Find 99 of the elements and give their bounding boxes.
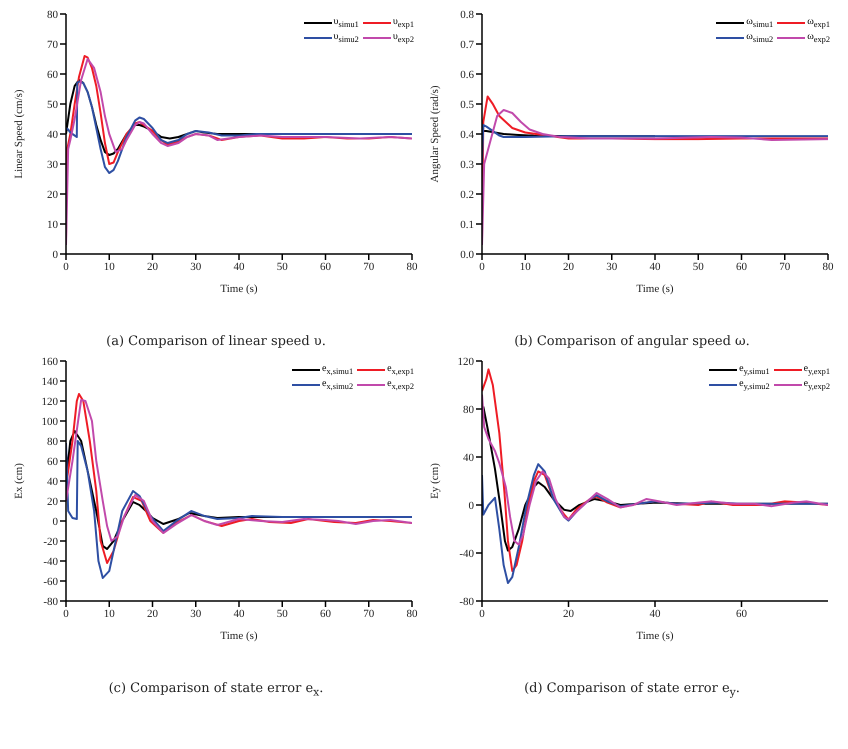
x-axis-title: Time (s) xyxy=(636,283,674,295)
x-tick-label: 60 xyxy=(320,608,332,620)
x-tick-label: 80 xyxy=(822,260,834,273)
legend-label: ω$_{exp1}$ xyxy=(807,16,830,29)
x-tick-label: 60 xyxy=(320,260,332,273)
y-tick-label: 140 xyxy=(42,376,58,388)
y-tick-label: 10 xyxy=(47,218,58,231)
line-series xyxy=(66,440,412,579)
y-tick-label: 0.2 xyxy=(460,188,474,201)
x-tick-label: 70 xyxy=(779,260,791,273)
x-tick-label: 0 xyxy=(63,260,70,273)
y-tick-label: 80 xyxy=(47,8,58,21)
y-tick-label: 60 xyxy=(47,68,58,81)
x-axis-title: Time (s) xyxy=(220,630,258,642)
y-tick-label: 120 xyxy=(458,356,474,368)
legend-label: ω$_{exp2}$ xyxy=(807,31,830,44)
y-tick-label: 40 xyxy=(47,128,58,141)
legend-label: υ$_{simu2}$ xyxy=(334,31,359,44)
y-tick-label: 0.5 xyxy=(460,98,474,111)
y-tick-label: 0.1 xyxy=(460,218,474,231)
legend-label: ω$_{simu2}$ xyxy=(746,31,774,44)
y-tick-label: 20 xyxy=(47,188,58,201)
y-tick-label: 80 xyxy=(463,404,474,416)
x-tick-label: 80 xyxy=(406,608,418,620)
y-tick-label: 70 xyxy=(47,38,58,51)
legend-label: e$_{x,simu2}$ xyxy=(322,378,354,391)
y-tick-label: 100 xyxy=(42,416,58,428)
legend-label: e$_{y,simu2}$ xyxy=(739,378,770,391)
y-tick-label: 0.4 xyxy=(460,128,474,141)
x-tick-label: 30 xyxy=(606,260,618,273)
legend-label: υ$_{exp1}$ xyxy=(392,16,414,29)
x-tick-label: 0 xyxy=(479,260,486,273)
x-tick-label: 10 xyxy=(520,260,532,273)
x-tick-label: 60 xyxy=(736,260,748,273)
x-tick-label: 10 xyxy=(104,608,116,620)
x-tick-label: 50 xyxy=(276,260,288,273)
x-tick-label: 10 xyxy=(104,260,116,273)
y-tick-label: -20 xyxy=(43,536,58,548)
legend-label: e$_{x,exp2}$ xyxy=(387,378,414,391)
y-tick-label: -60 xyxy=(43,576,58,588)
y-axis-title: Ey (cm) xyxy=(428,462,441,499)
y-tick-label: -40 xyxy=(43,556,58,568)
text: (b) Comparison of angular speed ω. xyxy=(513,334,751,349)
y-tick-label: 0 xyxy=(52,516,58,528)
legend-label: e$_{x,simu1}$ xyxy=(322,363,354,376)
legend-label: e$_{y,exp1}$ xyxy=(804,363,830,376)
y-tick-label: 20 xyxy=(47,496,58,508)
x-tick-label: 20 xyxy=(563,608,574,620)
x-tick-label: 0 xyxy=(63,608,70,620)
y-tick-label: -40 xyxy=(459,548,474,560)
x-axis-title: Time (s) xyxy=(220,283,258,295)
x-tick-label: 20 xyxy=(147,260,158,273)
text: (c) Comparison of state error e$_{x}$. xyxy=(108,681,324,699)
x-tick-label: 50 xyxy=(692,260,704,273)
y-tick-label: 0.0 xyxy=(460,248,474,261)
legend-label: e$_{y,simu1}$ xyxy=(739,363,770,376)
text: (a) Comparison of linear speed υ. xyxy=(105,334,327,349)
y-axis-title: Linear Speed (cm/s) xyxy=(12,89,25,179)
x-tick-label: 30 xyxy=(190,260,202,273)
y-axis-title: Ex (cm) xyxy=(12,462,25,499)
y-tick-label: 120 xyxy=(42,396,58,408)
y-tick-label: 50 xyxy=(47,98,58,111)
y-tick-label: 0.7 xyxy=(460,38,474,51)
x-tick-label: 50 xyxy=(276,608,288,620)
y-tick-label: -80 xyxy=(459,596,474,608)
line-series xyxy=(66,399,412,542)
x-tick-label: 40 xyxy=(234,260,245,273)
x-tick-label: 30 xyxy=(190,608,202,620)
x-tick-label: 20 xyxy=(563,260,574,273)
x-tick-label: 70 xyxy=(363,608,375,620)
x-tick-label: 70 xyxy=(363,260,375,273)
x-tick-label: 40 xyxy=(650,260,661,273)
y-tick-label: 160 xyxy=(42,356,58,368)
y-tick-label: 0.6 xyxy=(460,68,474,81)
y-tick-label: 0.3 xyxy=(460,158,474,171)
x-tick-label: 20 xyxy=(147,608,158,620)
x-tick-label: 40 xyxy=(650,608,661,620)
y-tick-label: 0 xyxy=(52,248,58,261)
line-series xyxy=(482,463,828,584)
y-tick-label: 80 xyxy=(47,436,58,448)
y-tick-label: 0 xyxy=(468,500,474,512)
legend-label: ω$_{simu1}$ xyxy=(746,16,774,29)
y-tick-label: 0.8 xyxy=(460,8,474,21)
text: (d) Comparison of state error e$_{y}$. xyxy=(523,681,741,699)
x-tick-label: 80 xyxy=(406,260,418,273)
x-tick-label: 40 xyxy=(234,608,245,620)
y-tick-label: 40 xyxy=(463,452,474,464)
legend-label: e$_{x,exp1}$ xyxy=(387,363,414,376)
y-tick-label: 40 xyxy=(47,476,58,488)
x-tick-label: 0 xyxy=(479,608,486,620)
y-tick-label: 30 xyxy=(47,158,58,171)
y-tick-label: 60 xyxy=(47,456,58,468)
legend-label: υ$_{simu1}$ xyxy=(334,16,359,29)
y-axis-title: Angular Speed (rad/s) xyxy=(428,85,441,183)
x-axis-title: Time (s) xyxy=(636,630,674,642)
x-tick-label: 60 xyxy=(736,608,748,620)
legend-label: e$_{y,exp2}$ xyxy=(804,378,830,391)
y-tick-label: -80 xyxy=(43,596,58,608)
legend-label: υ$_{exp2}$ xyxy=(392,31,414,44)
